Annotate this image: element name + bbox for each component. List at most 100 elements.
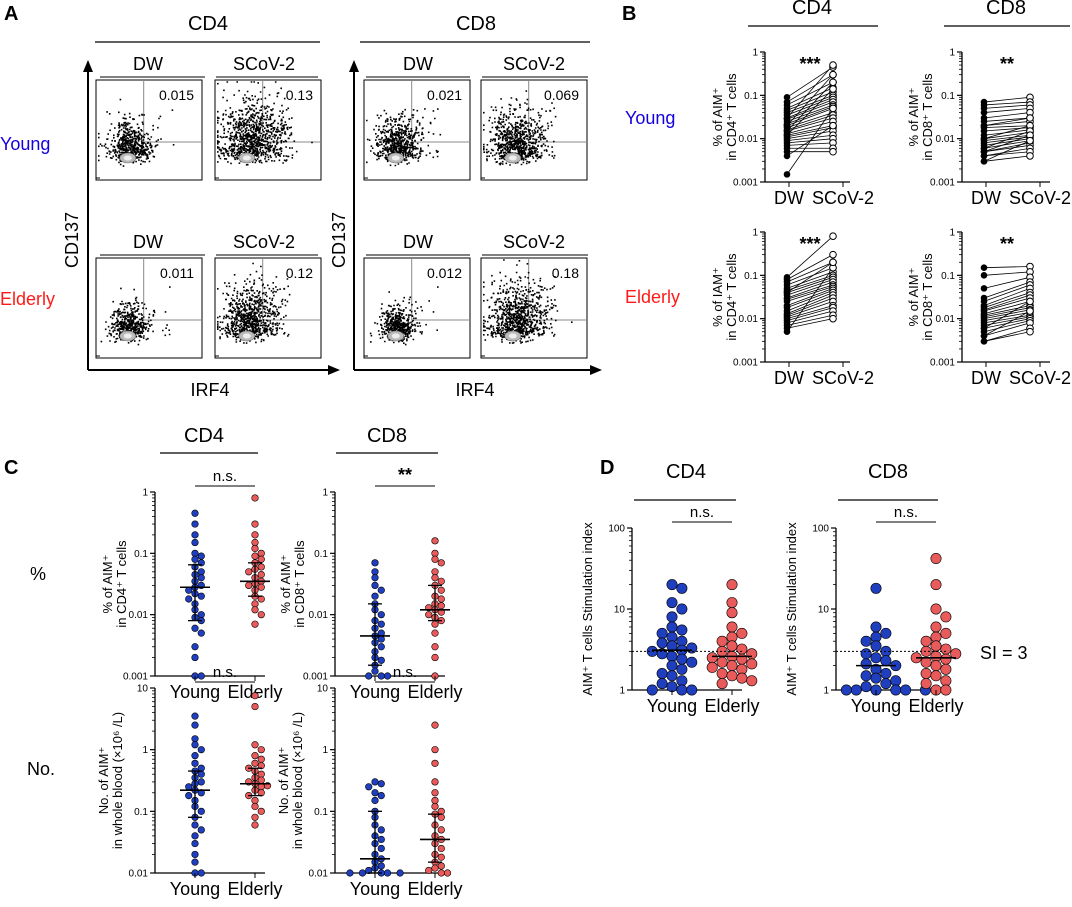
point-scov2 [829, 147, 837, 156]
point-scov2 [1026, 307, 1034, 315]
pair-line [786, 74, 834, 126]
y-tick-label: 0.01 [936, 134, 956, 145]
pair-line [786, 267, 834, 332]
point-elderly [746, 675, 758, 687]
point-young [191, 538, 199, 547]
pair-line [983, 311, 1031, 322]
point-scov2 [829, 104, 837, 113]
y-axis-label: % of AIM⁺in CD4⁺ T cells [710, 73, 739, 161]
pair-line [983, 138, 1031, 146]
point-elderly [257, 555, 265, 563]
x-tick-label: SCoV-2 [1009, 188, 1071, 208]
pair-line [983, 301, 1031, 329]
pair-line [786, 91, 834, 111]
point-dw [783, 152, 791, 160]
point-young [191, 549, 199, 557]
point-elderly [431, 864, 439, 872]
point-young [191, 721, 199, 729]
point-elderly [251, 759, 259, 767]
pair-line [786, 314, 834, 326]
flow-frame [95, 79, 203, 181]
x-tick-label: Young [647, 696, 697, 716]
flow-density-center [242, 333, 251, 339]
point-elderly [930, 603, 942, 615]
point-elderly [437, 853, 445, 861]
y-axis-label-line: in whole blood (×10⁶ /L) [290, 712, 305, 849]
point-young [371, 559, 379, 567]
flow-density-center [391, 333, 400, 339]
pair-line [786, 87, 834, 109]
point-young [666, 670, 678, 682]
pair-line [983, 131, 1031, 140]
point-dw [783, 114, 791, 122]
point-elderly [425, 611, 433, 619]
x-tick-label: Elderly [227, 879, 282, 899]
point-young [371, 796, 379, 805]
pair-line [786, 318, 834, 329]
x-tick-label: DW [774, 368, 804, 388]
point-young [666, 650, 678, 662]
point-elderly [920, 635, 932, 647]
point-young [686, 684, 698, 696]
point-young [870, 652, 882, 664]
point-elderly [251, 606, 259, 614]
point-elderly [706, 652, 718, 664]
pair-line [983, 121, 1031, 127]
y-tick-label: 0.1 [134, 549, 148, 560]
point-elderly [245, 581, 253, 590]
point-young [666, 621, 678, 633]
point-young [880, 678, 892, 690]
point-dw [980, 122, 988, 129]
point-scov2 [829, 85, 837, 93]
point-elderly [726, 597, 738, 609]
point-scov2 [1026, 114, 1034, 122]
point-elderly [431, 759, 439, 767]
point-young [860, 681, 872, 693]
y-tick-label: 0.001 [733, 178, 758, 189]
pair-line [983, 310, 1031, 337]
point-young [646, 684, 658, 696]
pair-line [786, 294, 834, 315]
point-elderly [251, 531, 259, 539]
point-elderly [245, 568, 253, 576]
point-elderly [437, 862, 445, 870]
y-axis-label: AIM⁺ T cells Stimulation index [784, 522, 799, 696]
flow-plot-cd4-young-dw: 0.015 [95, 79, 203, 181]
y-tick-label: 0.1 [314, 549, 328, 560]
point-scov2 [1026, 136, 1034, 145]
point-elderly [431, 537, 439, 545]
point-young [666, 579, 678, 591]
point-scov2 [829, 121, 837, 130]
point-young [371, 574, 379, 582]
a-cd8-scov2-young: SCoV-2 [503, 54, 565, 74]
gate-value: 0.18 [552, 265, 579, 281]
pair-line [786, 281, 834, 299]
a-cd4-scov2-young: SCoV-2 [233, 54, 295, 74]
point-elderly [726, 579, 738, 591]
point-dw [783, 122, 791, 129]
d-cd8-header: CD8 [868, 461, 908, 483]
y-axis-label-line: % of AIM⁺ [710, 88, 725, 147]
point-elderly [431, 802, 439, 811]
point-young [676, 684, 688, 696]
point-elderly [930, 670, 942, 682]
pair-line [786, 301, 834, 318]
y-axis-label-line: % of AIM⁺ [100, 555, 115, 614]
point-elderly [257, 563, 265, 571]
point-young [860, 658, 872, 670]
y-axis-label: % of IAM⁺in CD4⁺ T cells [710, 253, 739, 341]
y-tick-label: 0.01 [309, 869, 329, 880]
point-young [197, 826, 205, 834]
pair-line [786, 130, 834, 140]
significance: n.s. [213, 664, 237, 681]
b-row-elderly: Elderly [625, 287, 680, 307]
x-tick-label: Elderly [227, 682, 282, 702]
point-young [197, 552, 205, 560]
pair-line [786, 101, 834, 120]
x-tick-label: Young [170, 682, 220, 702]
pair-line [786, 88, 834, 136]
point-scov2 [829, 78, 837, 87]
pair-line [983, 281, 1031, 299]
